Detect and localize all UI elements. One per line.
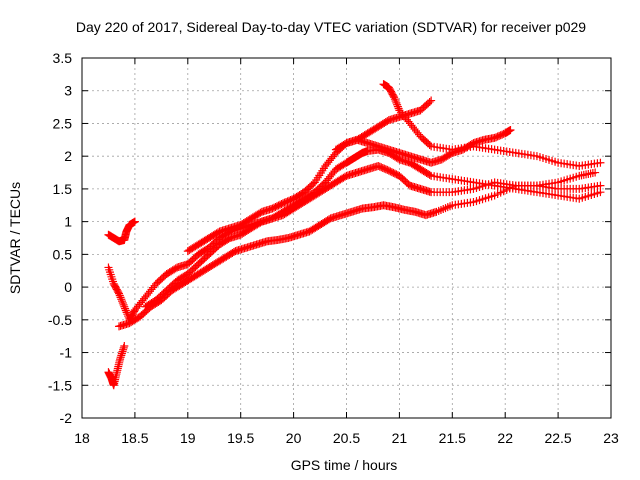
x-axis-label: GPS time / hours bbox=[291, 457, 398, 473]
y-tick-label: -0.5 bbox=[48, 312, 72, 328]
data-point bbox=[596, 181, 605, 190]
data-point bbox=[391, 97, 400, 106]
data-point bbox=[119, 343, 128, 352]
x-tick-label: 22.5 bbox=[544, 430, 571, 446]
y-tick-label: 1 bbox=[64, 214, 72, 230]
x-tick-label: 20.5 bbox=[333, 430, 360, 446]
x-tick-label: 21 bbox=[392, 430, 408, 446]
y-tick-label: 2 bbox=[64, 148, 72, 164]
series-track-e bbox=[331, 126, 515, 167]
y-tick-label: 1.5 bbox=[53, 181, 73, 197]
x-tick-label: 21.5 bbox=[439, 430, 466, 446]
data-point bbox=[120, 302, 129, 311]
data-point bbox=[116, 353, 125, 362]
x-tick-label: 18.5 bbox=[121, 430, 148, 446]
data-point bbox=[121, 306, 130, 315]
y-tick-label: 2.5 bbox=[53, 115, 73, 131]
data-point bbox=[392, 98, 401, 107]
x-tick-label: 23 bbox=[603, 430, 619, 446]
data-point bbox=[118, 298, 127, 307]
data-point bbox=[115, 291, 124, 300]
data-point bbox=[591, 168, 600, 177]
y-tick-label: -1 bbox=[60, 345, 73, 361]
data-points bbox=[104, 80, 605, 390]
x-tick-label: 20 bbox=[286, 430, 302, 446]
data-point bbox=[117, 295, 126, 304]
data-point bbox=[425, 140, 434, 149]
data-point bbox=[116, 355, 125, 364]
y-tick-label: 0 bbox=[64, 279, 72, 295]
data-point bbox=[596, 158, 605, 167]
data-point bbox=[115, 289, 124, 298]
grid bbox=[82, 58, 611, 418]
y-tick-label: 3.5 bbox=[53, 50, 73, 66]
data-point bbox=[116, 293, 125, 302]
series-track-b bbox=[115, 168, 600, 331]
data-point bbox=[120, 342, 129, 350]
x-tick-label: 19 bbox=[180, 430, 196, 446]
data-point bbox=[117, 351, 126, 360]
y-tick-label: -1.5 bbox=[48, 377, 72, 393]
series-track-c bbox=[141, 162, 605, 311]
series-track-f bbox=[379, 80, 605, 170]
y-tick-label: -2 bbox=[60, 410, 73, 426]
data-point bbox=[425, 170, 434, 179]
data-point bbox=[118, 347, 127, 356]
data-point bbox=[117, 349, 126, 358]
data-point bbox=[122, 308, 131, 317]
x-tick-label: 22 bbox=[497, 430, 513, 446]
y-tick-label: 0.5 bbox=[53, 246, 73, 262]
data-point bbox=[425, 97, 434, 106]
data-point bbox=[389, 91, 398, 100]
series-track-g bbox=[104, 217, 139, 246]
x-tick-label: 19.5 bbox=[227, 430, 254, 446]
axis-ticks: 18 18.5 19 19.5 20 20.5 21 21.5 22 22.5 23-2-1.5-1… bbox=[48, 50, 619, 446]
data-point bbox=[119, 345, 128, 354]
data-point bbox=[114, 288, 123, 297]
x-tick-label: 18 bbox=[74, 430, 90, 446]
data-point bbox=[130, 217, 139, 226]
data-point bbox=[119, 300, 128, 309]
data-point bbox=[390, 93, 399, 102]
data-point bbox=[393, 102, 402, 111]
y-tick-label: 3 bbox=[64, 83, 72, 99]
chart-title: Day 220 of 2017, Sidereal Day-to-day VTE… bbox=[76, 19, 586, 35]
data-point bbox=[506, 126, 515, 134]
data-point bbox=[118, 297, 127, 306]
y-axis-label: SDTVAR / TECUs bbox=[7, 182, 23, 294]
data-point bbox=[427, 96, 436, 105]
data-point bbox=[121, 304, 130, 313]
data-point bbox=[390, 95, 399, 104]
data-point bbox=[393, 100, 402, 109]
series-track-h bbox=[104, 342, 129, 390]
